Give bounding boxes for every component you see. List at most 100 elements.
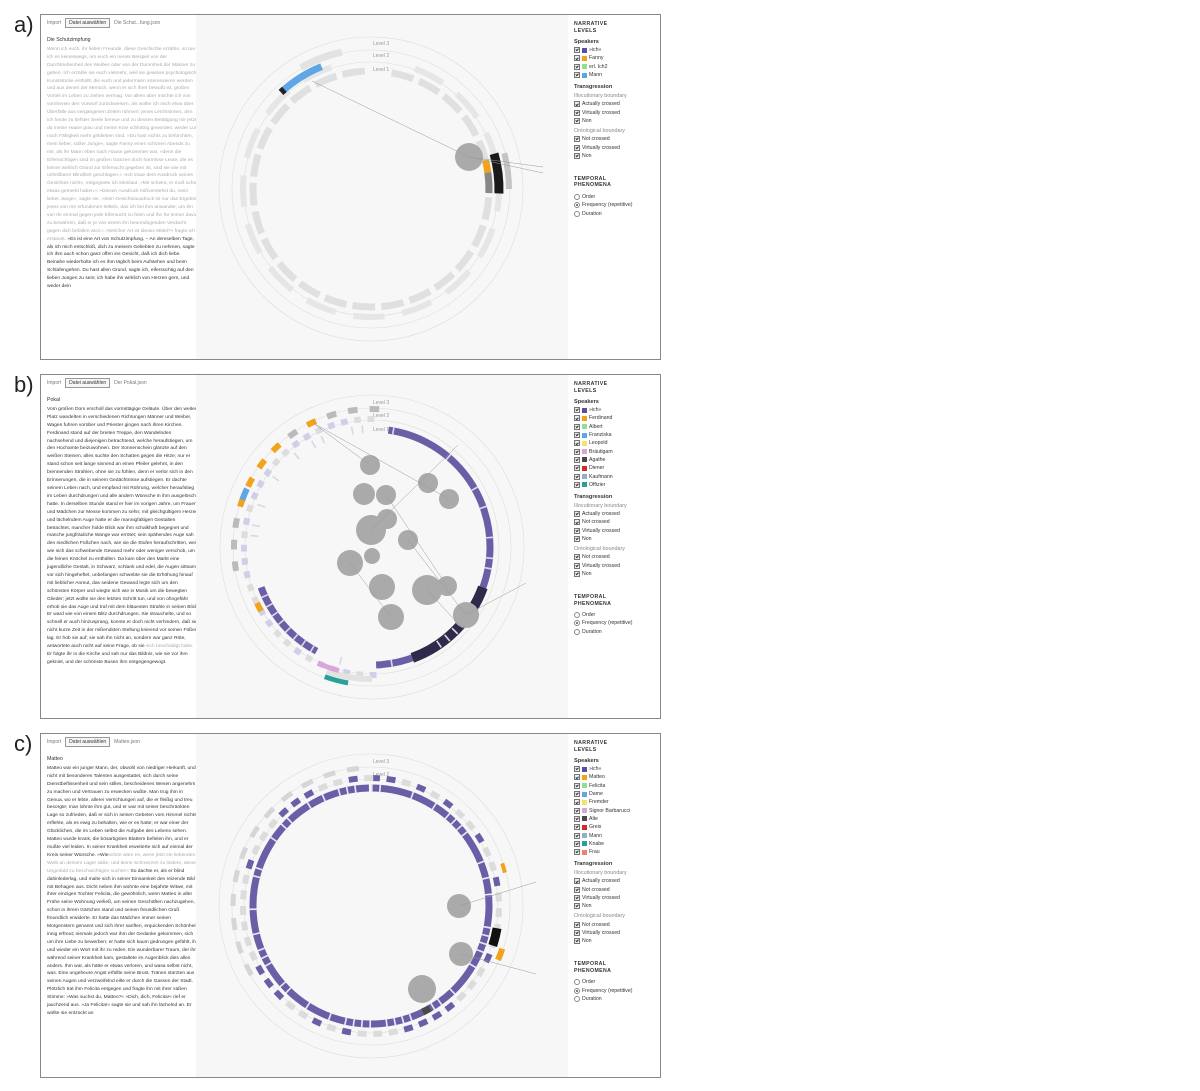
boundary-checkbox[interactable] [574, 519, 580, 526]
boundary-checkbox[interactable] [574, 886, 580, 893]
ring-segment[interactable] [265, 602, 274, 608]
ring-segment[interactable] [248, 950, 258, 962]
ring-segment[interactable] [465, 820, 476, 831]
speaker-checkbox[interactable] [574, 432, 580, 439]
ring-segment[interactable] [348, 775, 358, 783]
temporal-option[interactable]: Frequency (repetitive) [574, 987, 658, 995]
speaker-filter[interactable]: Greis [574, 823, 658, 831]
ring-segment[interactable] [450, 818, 457, 826]
temporal-option[interactable]: Frequency (repetitive) [574, 201, 658, 209]
ring-segment[interactable] [254, 601, 264, 613]
ring-segment[interactable] [456, 991, 467, 1002]
speaker-filter[interactable]: Offizier [574, 481, 658, 489]
ring-segments[interactable] [218, 753, 524, 1059]
ring-segment[interactable] [260, 237, 279, 261]
speaker-segment-black[interactable] [489, 152, 504, 194]
ring-segment[interactable] [279, 981, 287, 988]
ring-segment[interactable] [444, 269, 472, 295]
ring-segment[interactable] [340, 418, 349, 426]
ring-segment[interactable] [245, 476, 256, 488]
narrative-node[interactable] [364, 548, 380, 564]
ring-segment[interactable] [417, 78, 441, 96]
ring-segment[interactable] [500, 862, 507, 874]
speaker-filter[interactable]: Bräutigam [574, 447, 658, 455]
boundary-filter[interactable]: Virtually crossed [574, 894, 658, 902]
ring-segment[interactable] [302, 432, 312, 442]
ring-segment[interactable] [271, 457, 281, 467]
boundary-filter[interactable]: Not crossed [574, 886, 658, 894]
speaker-checkbox[interactable] [574, 47, 580, 54]
ring-segment[interactable] [240, 175, 248, 208]
ring-segment[interactable] [332, 778, 343, 787]
speaker-checkbox[interactable] [574, 481, 580, 488]
temporal-radio[interactable] [574, 996, 580, 1003]
boundary-checkbox[interactable] [574, 878, 580, 885]
speaker-ich-segment[interactable] [249, 784, 493, 1028]
ring-segment[interactable] [321, 793, 327, 802]
ring-segment[interactable] [413, 65, 445, 86]
ring-segment[interactable] [442, 798, 454, 809]
ring-segment[interactable] [293, 452, 300, 460]
ring-segment[interactable] [305, 418, 318, 428]
ring-segment[interactable] [455, 824, 463, 831]
boundary-filter[interactable]: Not crossed [574, 920, 658, 928]
speaker-filter[interactable]: Mann [574, 71, 658, 79]
ring-segment[interactable] [483, 952, 493, 964]
boundary-checkbox[interactable] [574, 562, 580, 569]
speaker-checkbox[interactable] [574, 791, 580, 798]
temporal-option[interactable]: Duration [574, 628, 658, 636]
ring-segment[interactable] [241, 531, 248, 539]
choose-file-button[interactable]: Datei auswählen [65, 736, 111, 747]
ring-segment[interactable] [256, 458, 268, 470]
ring-segment[interactable] [417, 1018, 429, 1028]
ring-segment[interactable] [436, 998, 443, 1006]
ring-segment[interactable] [264, 618, 274, 628]
ring-segment[interactable] [380, 299, 405, 311]
ring-segment[interactable] [309, 644, 316, 653]
ring-segment[interactable] [311, 440, 317, 449]
speaker-segment-dark[interactable] [278, 86, 287, 96]
ring-segment[interactable] [468, 962, 477, 969]
boundary-filter[interactable]: Non [574, 902, 658, 910]
ring-segment[interactable] [476, 227, 496, 259]
speaker-matteo-segment[interactable] [495, 947, 506, 962]
speaker-filter[interactable]: Alte [574, 815, 658, 823]
boundary-checkbox[interactable] [574, 152, 580, 159]
ring-segment[interactable] [476, 948, 485, 954]
ring-segment[interactable] [445, 453, 452, 461]
temporal-radio[interactable] [574, 210, 580, 217]
speaker-segment-gray[interactable] [484, 172, 493, 194]
ring-segment[interactable] [231, 561, 240, 572]
boundary-checkbox[interactable] [574, 101, 580, 108]
speaker-filter[interactable]: »ich« [574, 46, 658, 54]
ring-segment[interactable] [278, 807, 290, 818]
ring-segment[interactable] [431, 802, 438, 811]
ring-segment[interactable] [326, 1023, 337, 1032]
ring-segment[interactable] [317, 782, 329, 792]
speaker-checkbox[interactable] [574, 807, 580, 814]
ring-segment[interactable] [251, 595, 260, 605]
ring-segment[interactable] [230, 893, 237, 907]
ring-segment[interactable] [466, 979, 477, 991]
ring-segment[interactable] [403, 1024, 414, 1033]
boundary-filter[interactable]: Non [574, 117, 658, 125]
ring-segment[interactable] [481, 196, 493, 221]
boundary-checkbox[interactable] [574, 144, 580, 151]
boundary-checkbox[interactable] [574, 921, 580, 928]
ring-segment[interactable] [280, 823, 288, 830]
ring-segment[interactable] [299, 48, 343, 71]
ring-segment[interactable] [320, 435, 326, 444]
boundary-filter[interactable]: Virtually crossed [574, 143, 658, 151]
ring-segment[interactable] [454, 91, 480, 120]
ring-segment[interactable] [255, 964, 266, 976]
speaker-filter[interactable]: Knabe [574, 840, 658, 848]
ring-segment[interactable] [285, 986, 292, 994]
ring-segment[interactable] [270, 442, 282, 454]
ring-segment[interactable] [260, 593, 269, 599]
ring-segment[interactable] [304, 654, 314, 663]
boundary-filter[interactable]: Non [574, 152, 658, 160]
speaker-filter[interactable]: Matteo [574, 773, 658, 781]
boundary-filter[interactable]: Virtually crossed [574, 561, 658, 569]
ring-segment[interactable] [292, 633, 299, 641]
ring-segment[interactable] [267, 265, 295, 293]
